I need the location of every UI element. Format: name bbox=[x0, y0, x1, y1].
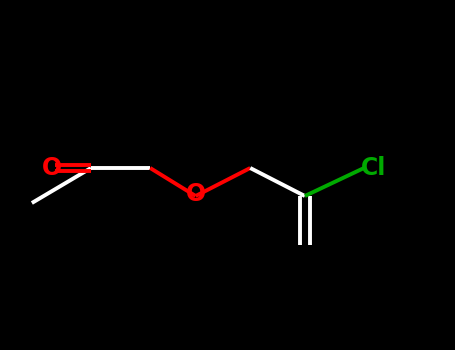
Text: O: O bbox=[42, 156, 62, 180]
Text: Cl: Cl bbox=[361, 156, 387, 180]
Text: O: O bbox=[186, 182, 206, 206]
